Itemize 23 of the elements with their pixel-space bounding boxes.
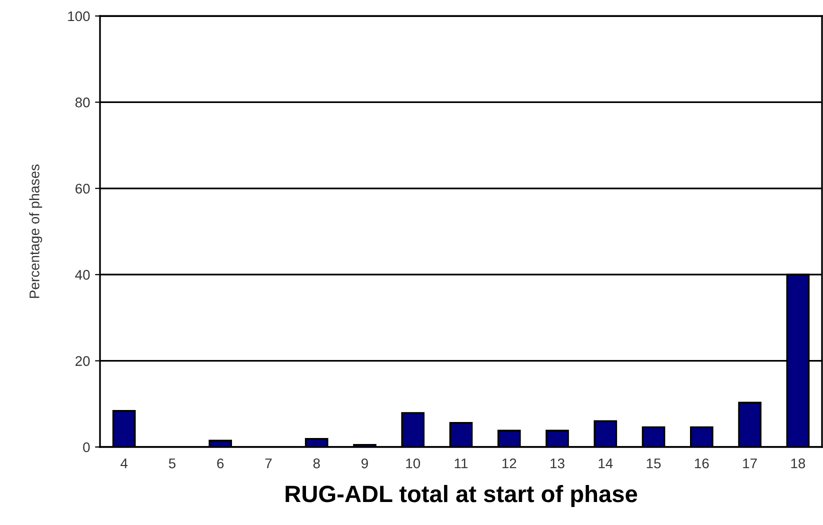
x-tick-label: 17 — [743, 458, 757, 468]
y-tick-label: 40 — [75, 270, 90, 280]
x-tick-label: 4 — [120, 458, 128, 468]
y-axis-title: Percentage of phases — [29, 164, 42, 298]
y-tick-label: 0 — [83, 442, 90, 452]
x-tick-label: 16 — [695, 458, 709, 468]
y-tick-label: 100 — [68, 11, 90, 22]
x-tick-label: 7 — [265, 458, 272, 468]
x-tick-label: 15 — [646, 458, 661, 468]
x-tick-label: 9 — [362, 458, 368, 468]
x-tick-label: 18 — [791, 458, 806, 468]
y-tick-label: 80 — [75, 98, 90, 108]
y-tick-label: 20 — [76, 356, 90, 366]
x-tick-label: 8 — [313, 458, 320, 468]
x-tick-label: 13 — [550, 458, 564, 468]
x-tick-label: 14 — [598, 458, 613, 468]
x-tick-label: 11 — [454, 458, 468, 468]
x-tick-label: 5 — [168, 458, 176, 468]
x-tick-label: 12 — [502, 458, 516, 468]
x-axis-title: RUG-ADL total at start of phase — [286, 484, 638, 507]
x-tick-label: 10 — [406, 458, 420, 468]
x-tick-label: 6 — [217, 458, 224, 468]
y-tick-label: 60 — [76, 184, 90, 194]
